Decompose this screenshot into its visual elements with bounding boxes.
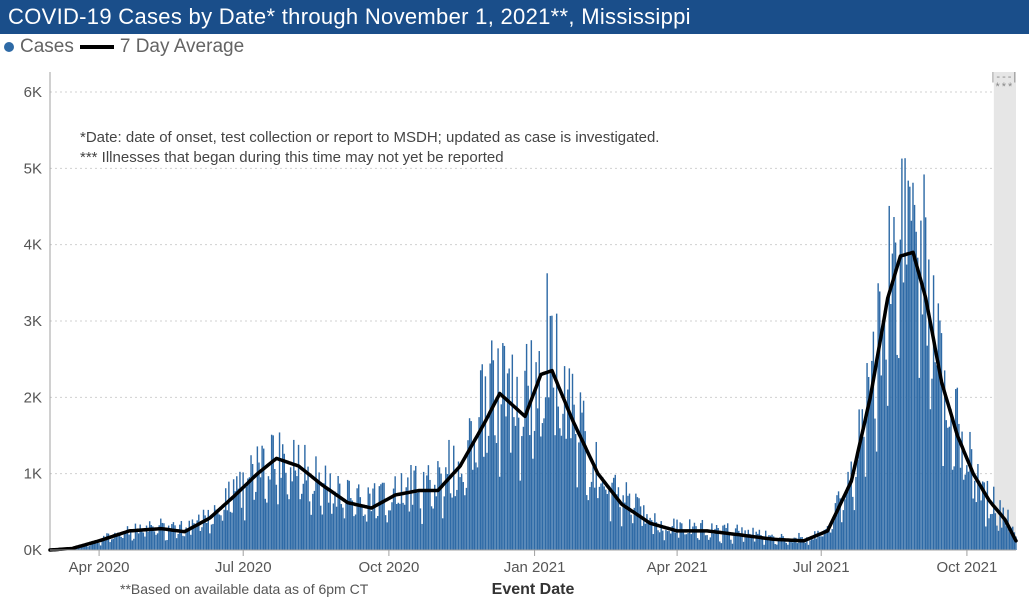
svg-text:4K: 4K [24, 237, 42, 254]
svg-text:Event Date: Event Date [492, 581, 575, 598]
svg-text:Jul 2020: Jul 2020 [215, 559, 272, 576]
svg-text:***: *** [995, 81, 1014, 93]
svg-text:3K: 3K [24, 313, 42, 330]
chart-title: COVID-19 Cases by Date* through November… [0, 0, 1029, 34]
legend-marker-cases [4, 42, 14, 52]
svg-text:2K: 2K [24, 389, 42, 406]
svg-text:Oct 2020: Oct 2020 [358, 559, 419, 576]
chart-area: 0K1K2K3K4K5K6K|---|***Apr 2020Jul 2020Oc… [0, 58, 1029, 598]
chart-svg: 0K1K2K3K4K5K6K|---|***Apr 2020Jul 2020Oc… [0, 58, 1029, 598]
svg-text:*** Illnesses that began durin: *** Illnesses that began during this tim… [80, 149, 504, 166]
legend-marker-7day [80, 45, 114, 49]
legend: Cases 7 Day Average [0, 34, 1029, 58]
svg-text:Oct 2021: Oct 2021 [936, 559, 997, 576]
svg-text:*Date: date of onset, test col: *Date: date of onset, test collection or… [80, 129, 659, 146]
svg-text:0K: 0K [24, 542, 42, 559]
svg-text:**Based on available data as o: **Based on available data as of 6pm CT [120, 581, 369, 597]
svg-text:6K: 6K [24, 84, 42, 101]
svg-text:Jul 2021: Jul 2021 [793, 559, 850, 576]
legend-label-cases: Cases [20, 36, 74, 58]
svg-text:Apr 2020: Apr 2020 [69, 559, 130, 576]
svg-text:Jan 2021: Jan 2021 [504, 559, 566, 576]
svg-text:Apr 2021: Apr 2021 [647, 559, 708, 576]
legend-label-7day: 7 Day Average [120, 36, 244, 58]
svg-text:1K: 1K [24, 466, 42, 483]
svg-text:5K: 5K [24, 160, 42, 177]
